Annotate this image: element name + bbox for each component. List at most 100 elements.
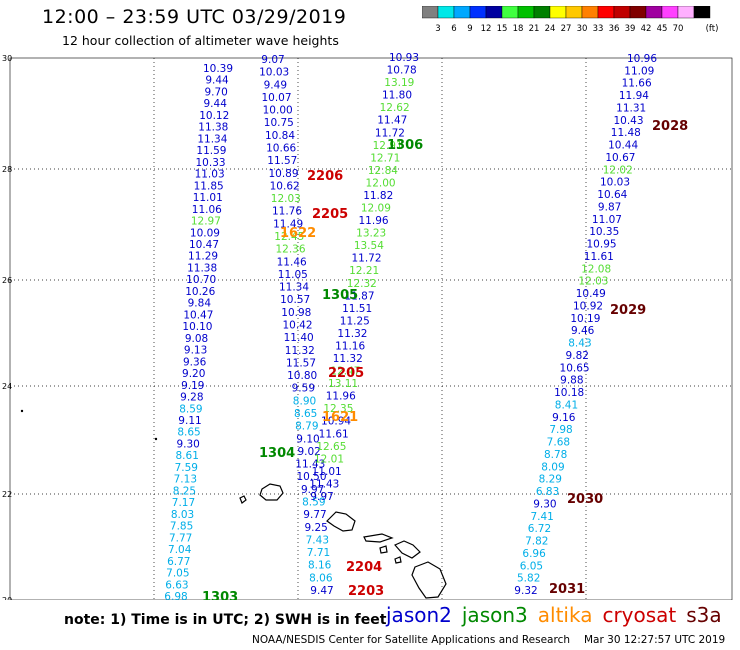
swh-value-label: 11.57 bbox=[286, 357, 316, 369]
swh-value-label: 12.84 bbox=[368, 165, 398, 177]
page-title: 12:00 – 23:59 UTC 03/29/2019 bbox=[42, 6, 347, 28]
lat-tick-label: 30 bbox=[2, 54, 12, 63]
swh-value-label: 10.93 bbox=[389, 52, 419, 64]
swh-value-label: 6.77 bbox=[167, 556, 190, 568]
swh-value-label: 9.20 bbox=[182, 368, 205, 380]
lat-tick-label: 20 bbox=[2, 596, 12, 600]
swh-value-label: 10.00 bbox=[263, 105, 293, 117]
scale-tick-label: 15 bbox=[497, 24, 508, 34]
swh-value-label: 10.03 bbox=[600, 177, 630, 189]
swh-value-label: 11.72 bbox=[375, 127, 405, 139]
swh-value-label: 10.12 bbox=[199, 110, 229, 122]
lat-lon-grid bbox=[10, 58, 732, 600]
big-island bbox=[411, 561, 447, 599]
lat-tick-label: 24 bbox=[2, 382, 12, 391]
swh-value-label: 9.70 bbox=[204, 86, 227, 98]
axis-tick-labels: -165-162-159-156-153-150302826242220 bbox=[2, 54, 12, 600]
swh-value-label: 10.43 bbox=[613, 115, 643, 127]
swh-value-label: 11.82 bbox=[363, 190, 393, 202]
kauai-island bbox=[259, 483, 284, 501]
pass-number-label: 2206 bbox=[307, 169, 343, 184]
swh-value-label: 11.46 bbox=[277, 256, 307, 268]
pass-number-label: 2028 bbox=[652, 119, 688, 134]
legend-jason2: jason2 bbox=[386, 603, 452, 627]
swh-value-label: 8.61 bbox=[176, 450, 199, 462]
swh-value-label: 8.65 bbox=[177, 427, 200, 439]
swh-value-label: 9.88 bbox=[560, 375, 583, 387]
swh-value-label: 10.42 bbox=[282, 320, 312, 332]
swh-value-label: 8.25 bbox=[173, 485, 196, 497]
swh-value-label: 7.59 bbox=[175, 462, 198, 474]
pass-number-label: 2031 bbox=[549, 582, 585, 597]
swh-value-label: 10.33 bbox=[196, 157, 226, 169]
swh-value-label: 12.35 bbox=[323, 403, 353, 415]
swh-value-label: 8.06 bbox=[309, 572, 333, 584]
swh-value-label: 10.70 bbox=[186, 274, 216, 286]
track-1: 10.399.449.709.4410.1211.3811.3411.5910.… bbox=[164, 63, 233, 600]
swh-value-label: 11.48 bbox=[611, 127, 641, 139]
swh-value-label: 10.84 bbox=[265, 130, 295, 142]
scale-tick-label: 24 bbox=[545, 24, 556, 34]
swh-value-label: 11.03 bbox=[195, 169, 225, 181]
swh-value-label: 11.32 bbox=[337, 328, 367, 340]
swh-value-label: 11.43 bbox=[309, 478, 339, 490]
map-frame bbox=[9, 57, 733, 600]
altimeter-tracks: 10.399.449.709.4410.1211.3811.3411.5910.… bbox=[164, 52, 657, 600]
swh-value-label: 11.32 bbox=[285, 345, 315, 357]
pass-number-label: 2029 bbox=[610, 303, 646, 318]
swh-value-label: 10.80 bbox=[287, 370, 317, 382]
swh-value-label: 11.43 bbox=[295, 459, 325, 471]
swh-value-label: 11.57 bbox=[267, 155, 297, 167]
lanai-island bbox=[379, 545, 388, 554]
swh-value-label: 12.01 bbox=[314, 453, 344, 465]
swh-value-label: 10.92 bbox=[573, 300, 603, 312]
swh-value-label: 11.31 bbox=[616, 102, 646, 114]
swh-value-label: 6.63 bbox=[165, 579, 188, 591]
swh-value-label: 12.21 bbox=[349, 265, 379, 277]
swh-value-label: 8.59 bbox=[179, 403, 202, 415]
swh-value-label: 7.77 bbox=[169, 532, 192, 544]
scale-tick-label: 9 bbox=[467, 24, 472, 34]
swh-value-label: 7.05 bbox=[166, 568, 189, 580]
swh-value-label: 7.04 bbox=[168, 544, 192, 556]
pass-number-label: 1622 bbox=[280, 226, 316, 241]
swh-value-label: 8.03 bbox=[171, 509, 194, 521]
scale-tick-label: 3 bbox=[435, 24, 440, 34]
swh-value-label: 11.94 bbox=[619, 90, 649, 102]
swh-value-label: 7.41 bbox=[530, 511, 553, 523]
track-2: 9.0710.039.4910.0710.0010.7510.8410.6611… bbox=[259, 54, 334, 597]
altimeter-map: -165-162-159-156-153-150302826242220 10.… bbox=[2, 52, 733, 600]
legend-jason3: jason3 bbox=[461, 603, 528, 627]
swh-value-label: 6.72 bbox=[528, 523, 551, 535]
swh-value-label: 12.02 bbox=[603, 164, 633, 176]
niihau-island bbox=[239, 495, 247, 504]
swh-value-label: 10.47 bbox=[189, 239, 219, 251]
legend-cryosat: cryosat bbox=[602, 603, 677, 627]
swh-value-label: 12.03 bbox=[578, 276, 608, 288]
scale-tick-label: 6 bbox=[451, 24, 456, 34]
swh-value-label: 8.90 bbox=[293, 395, 316, 407]
swh-value-label: 11.72 bbox=[351, 253, 381, 265]
maui-island bbox=[394, 540, 421, 559]
swh-value-label: 9.87 bbox=[598, 201, 621, 213]
swh-value-label: 10.62 bbox=[270, 180, 300, 192]
swh-value-label: 6.96 bbox=[522, 548, 546, 560]
swh-value-label: 10.47 bbox=[183, 309, 213, 321]
swh-value-label: 8.09 bbox=[541, 461, 564, 473]
swh-value-label: 10.35 bbox=[589, 226, 619, 238]
swh-value-label: 9.28 bbox=[180, 392, 203, 404]
swh-value-label: 9.82 bbox=[566, 350, 589, 362]
swh-value-label: 11.07 bbox=[592, 214, 622, 226]
swh-value-label: 11.01 bbox=[193, 192, 223, 204]
swh-value-label: 11.85 bbox=[194, 180, 224, 192]
swh-value-label: 13.23 bbox=[356, 228, 386, 240]
swh-value-label: 11.61 bbox=[584, 251, 614, 263]
swh-value-label: 10.07 bbox=[261, 92, 291, 104]
swh-value-label: 12.08 bbox=[581, 263, 611, 275]
scale-tick-label: 27 bbox=[561, 24, 572, 34]
swh-value-label: 11.40 bbox=[284, 332, 314, 344]
pass-number-label: 2203 bbox=[348, 584, 384, 599]
scale-tick-label: 36 bbox=[609, 24, 620, 34]
swh-value-label: 9.19 bbox=[181, 380, 204, 392]
swh-value-label: 13.19 bbox=[384, 77, 414, 89]
